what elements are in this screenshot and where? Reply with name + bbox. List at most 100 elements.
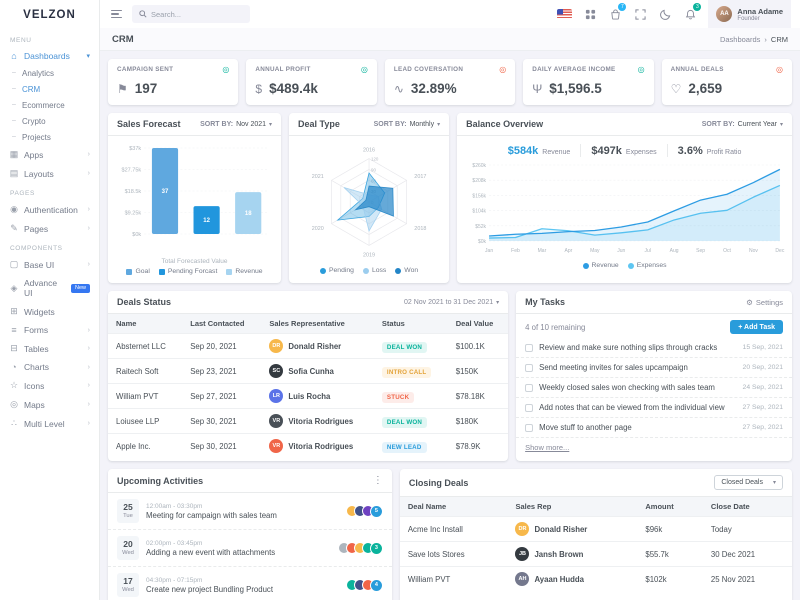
hamburger-menu-icon[interactable] xyxy=(109,8,124,21)
apps-grid-icon[interactable] xyxy=(583,7,597,21)
tasks-settings-button[interactable]: ⚙ Settings xyxy=(746,298,783,307)
sidebar-item-base-ui[interactable]: ▢ Base UI › xyxy=(0,255,99,274)
table-row[interactable]: William PVT Sep 27, 2021 LR Luis Rocha Stuck… xyxy=(108,383,509,409)
legend-item[interactable]: Goal xyxy=(126,268,150,275)
user-menu[interactable]: AA Anna Adame Founder xyxy=(708,0,791,28)
task-checkbox[interactable] xyxy=(525,343,534,352)
trend-indicator-icon: ◎ xyxy=(776,65,784,74)
bar-chart-xlabel: Total Forecasted Value xyxy=(161,258,228,265)
sidebar-item-advance-ui[interactable]: ◈ Advance UI New xyxy=(0,274,99,302)
table-row[interactable]: Acme Inc Install DR Donald Risher $96k Today xyxy=(399,516,792,542)
multi-level-icon: ∴ xyxy=(11,418,17,428)
sidebar-item-label: Layouts xyxy=(24,168,54,179)
add-task-button[interactable]: + Add Task xyxy=(730,320,783,334)
sales-forecast-sort[interactable]: SORT BY: Nov 2021 ▾ xyxy=(200,121,272,128)
trophy-icon: Ψ xyxy=(532,81,543,96)
dark-mode-moon-icon[interactable] xyxy=(658,7,672,21)
sidebar-item-label: Widgets xyxy=(24,306,55,317)
deal-type-legend: Pending Loss Won xyxy=(295,264,443,276)
notifications-bell-icon[interactable]: 3 xyxy=(683,3,702,21)
table-row[interactable]: Absternet LLC Sep 20, 2021 DR Donald Risher… xyxy=(108,333,509,359)
column-header: Last Contacted xyxy=(182,314,262,334)
balance-overview-sort[interactable]: SORT BY: Current Year ▾ xyxy=(702,121,783,128)
sidebar-item-projects[interactable]: Projects xyxy=(0,129,99,145)
sidebar-item-crm[interactable]: CRM xyxy=(0,81,99,97)
sidebar-item-multi-level[interactable]: ∴ Multi Level › xyxy=(0,414,99,433)
upcoming-activities-title: Upcoming Activities xyxy=(117,475,204,486)
sidebar-item-charts[interactable]: ◔ Charts › xyxy=(0,358,99,376)
table-row[interactable]: Loiusee LLP Sep 30, 2021 VR Vitoria Rodrigu… xyxy=(108,408,509,434)
legend-item[interactable]: Revenue xyxy=(582,262,619,269)
svg-text:120: 120 xyxy=(371,157,379,162)
fullscreen-icon[interactable] xyxy=(633,7,647,21)
deals-status-date-range[interactable]: 02 Nov 2021 to 31 Dec 2021 ▾ xyxy=(404,299,499,306)
closing-deals-filter[interactable]: Closed Deals ▾ xyxy=(714,475,783,490)
sidebar-item-analytics[interactable]: Analytics xyxy=(0,65,99,81)
sidebar: VELZON MENU ⌂ Dashboards ▾ AnalyticsCRMEcomm… xyxy=(0,0,100,600)
chevron-icon: › xyxy=(87,401,90,408)
table-row[interactable]: William PVT AH Ayaan Hudda $102k 25 Nov 2021 xyxy=(399,566,792,591)
table-row[interactable]: Raitech Soft Sep 23, 2021 SC Sofia Cunha Int… xyxy=(108,358,509,384)
sidebar-item-widgets[interactable]: ⊞ Widgets xyxy=(0,302,99,321)
brand-logo[interactable]: VELZON xyxy=(23,9,76,21)
sidebar-item-dashboards[interactable]: ⌂ Dashboards ▾ xyxy=(0,47,99,65)
avatar-count-badge: 5 xyxy=(369,504,383,518)
column-header: Name xyxy=(108,314,183,334)
page-content: CAMPAIGN SENT ◎ ⚑ 197 ANNUAL PROFIT ◎ $ $489.4k… xyxy=(100,51,800,600)
language-flag-icon[interactable] xyxy=(557,9,573,19)
sidebar-item-pages[interactable]: ✎ Pages › xyxy=(0,219,99,238)
activity-title: Create new project Bundling Product xyxy=(146,584,273,594)
svg-text:Jul: Jul xyxy=(645,248,651,254)
activity-item[interactable]: 17 Wed 04:30pm - 07:15pm Create new project… xyxy=(108,567,392,600)
sidebar-item-layouts[interactable]: ▤ Layouts › xyxy=(0,164,99,183)
legend-item[interactable]: Expenses xyxy=(627,262,667,269)
sidebar-item-maps[interactable]: ◎ Maps › xyxy=(0,395,99,414)
sort-by-label: SORT BY: xyxy=(701,120,735,128)
legend-item[interactable]: Pending Forcast xyxy=(158,268,217,275)
legend-item[interactable]: Pending xyxy=(319,267,354,274)
chevron-down-icon: ▾ xyxy=(496,299,500,306)
sidebar-item-forms[interactable]: ≡ Forms › xyxy=(0,321,99,339)
trend-indicator-icon: ◎ xyxy=(637,65,645,74)
task-text: Move stuff to another page xyxy=(539,423,632,432)
cart-icon[interactable]: 7 xyxy=(608,3,627,21)
sidebar-item-crypto[interactable]: Crypto xyxy=(0,113,99,129)
more-options-icon[interactable]: ⋮ xyxy=(372,475,383,486)
avatar: SC xyxy=(269,364,284,378)
svg-text:Feb: Feb xyxy=(511,248,520,254)
avatar-count-badge: 3 xyxy=(369,541,383,555)
search-input[interactable] xyxy=(151,9,243,19)
breadcrumb-parent[interactable]: Dashboards xyxy=(719,34,761,44)
activity-item[interactable]: 20 Wed 02:00pm - 03:45pm Adding a new event… xyxy=(108,530,392,567)
sidebar-item-authentication[interactable]: ◉ Authentication › xyxy=(0,200,99,219)
chevron-down-icon: ▾ xyxy=(779,121,783,128)
task-checkbox[interactable] xyxy=(525,363,534,372)
stat-card-annual-deals: ANNUAL DEALS ◎ ♡ 2,659 xyxy=(661,59,793,105)
table-row[interactable]: Apple Inc. Sep 30, 2021 VR Vitoria Rodrigue… xyxy=(108,433,509,458)
topbar: 7 3 AA Anna Adame Founder xyxy=(100,0,800,28)
activity-item[interactable]: 25 Tue 12:00am - 03:30pm Meeting for campai… xyxy=(108,493,392,530)
sidebar-item-tables[interactable]: ⊟ Tables › xyxy=(0,339,99,358)
task-checkbox[interactable] xyxy=(525,403,534,412)
sidebar-item-ecommerce[interactable]: Ecommerce xyxy=(0,97,99,113)
deals-table-header: Name Last Contacted Sales Representative St… xyxy=(108,314,509,334)
legend-item[interactable]: Won xyxy=(395,267,418,274)
sidebar-item-label: Forms xyxy=(24,325,49,335)
stat-value: 32.89% xyxy=(410,81,457,96)
legend-item[interactable]: Revenue xyxy=(226,268,263,275)
status-badge: Intro Call xyxy=(381,366,432,378)
table-row[interactable]: Save lots Stores JB Jansh Brown $55.7k 30 De… xyxy=(399,541,792,567)
svg-text:2017: 2017 xyxy=(414,174,426,180)
legend-item[interactable]: Loss xyxy=(362,267,386,274)
sidebar-item-icons[interactable]: ☆ Icons › xyxy=(0,376,99,395)
task-checkbox[interactable] xyxy=(525,423,534,432)
svg-text:2019: 2019 xyxy=(363,252,375,258)
task-checkbox[interactable] xyxy=(525,383,534,392)
sidebar-item-apps[interactable]: ▦ Apps › xyxy=(0,145,99,164)
task-item: Add notes that can be viewed from the in… xyxy=(516,398,792,418)
task-date: 15 Sep, 2021 xyxy=(742,344,783,351)
chevron-icon: › xyxy=(87,206,90,213)
deal-type-sort[interactable]: SORT BY: Monthly ▾ xyxy=(374,121,440,128)
show-more-link[interactable]: Show more... xyxy=(525,443,570,452)
